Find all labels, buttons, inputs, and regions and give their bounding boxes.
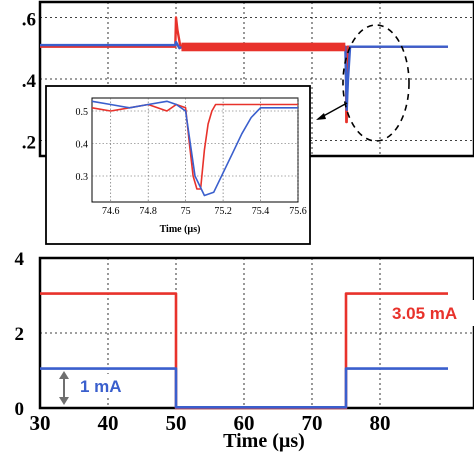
double-arrow-icon (59, 371, 69, 405)
inset-plot-area (91, 97, 299, 203)
red-current-annotation: 3.05 mA (392, 304, 457, 323)
bottom-x-tick-label: 70 (302, 411, 323, 435)
top-y-tick-label: .6 (22, 9, 36, 30)
top-y-tick-label: .2 (22, 133, 36, 154)
inset-y-tick-label: 0.5 (76, 107, 89, 118)
blue-current-annotation: 1 mA (80, 377, 122, 396)
bottom-y-tick-labels: 0 2 4 (15, 249, 25, 420)
bottom-y-tick-label: 2 (15, 324, 25, 345)
inset-x-tick-label: 75 (181, 206, 191, 217)
inset-series (91, 100, 298, 197)
inset-y-tick-labels: 0.3 0.4 0.5 (76, 107, 89, 183)
dashed-ellipse (342, 24, 410, 142)
inset-x-axis-label: Time (µs) (160, 224, 201, 235)
top-red-noise-band (181, 42, 346, 52)
inset-y-tick-label: 0.3 (76, 172, 89, 183)
inset-y-tick-label: 0.4 (76, 140, 89, 151)
inset-x-tick-label: 75.4 (252, 206, 270, 217)
blue-annotation-box (76, 374, 130, 398)
bottom-panel: 0 2 4 30 40 50 60 70 80 3.05 mA 1 mA Time (µs) (15, 249, 474, 452)
bottom-x-tick-label: 50 (166, 411, 187, 435)
bottom-series-line-1 (40, 367, 448, 409)
inset-x-tick-label: 74.6 (102, 206, 120, 217)
inset-x-tick-label: 75.2 (214, 206, 232, 217)
inset-x-tick-labels: 74.6 74.8 75 75.2 75.4 75.6 (102, 206, 307, 217)
inset-x-tick-label: 74.8 (139, 206, 157, 217)
bottom-series (40, 292, 448, 410)
bottom-y-tick-label: 0 (15, 399, 25, 420)
bottom-x-tick-label: 30 (30, 411, 51, 435)
bottom-x-tick-label: 60 (234, 411, 255, 435)
top-series (40, 16, 448, 124)
top-y-tick-labels: .2 .4 .6 (22, 9, 37, 153)
bottom-x-axis-label: Time (µs) (223, 430, 305, 452)
top-y-tick-label: .4 (22, 71, 37, 92)
inset-panel: 74.6 74.8 75 75.2 75.4 75.6 0.3 0.4 0.5 Time (µ… (45, 85, 311, 245)
inset-series-line-1 (91, 100, 298, 197)
bottom-x-tick-label: 40 (98, 411, 119, 435)
bottom-x-tick-labels: 30 40 50 60 70 80 (30, 411, 391, 435)
red-annotation-box (384, 300, 474, 326)
callout-arrowhead (316, 113, 326, 120)
inset-x-tick-label: 75.6 (289, 206, 307, 217)
top-grid (40, 2, 474, 156)
bottom-x-tick-label: 80 (370, 411, 391, 435)
bottom-y-tick-label: 4 (15, 249, 25, 270)
